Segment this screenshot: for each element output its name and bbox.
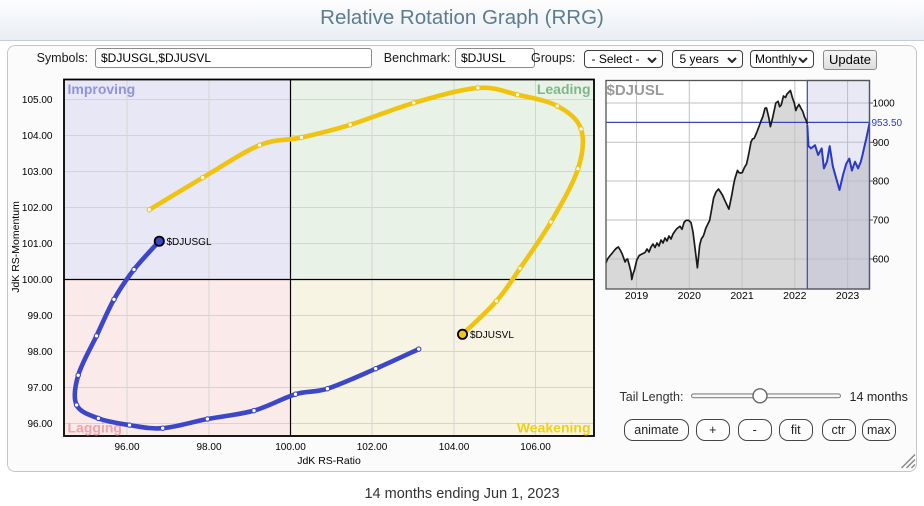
svg-text:96.00: 96.00 xyxy=(114,442,139,453)
svg-text:2022: 2022 xyxy=(783,290,807,302)
svg-text:Weakening: Weakening xyxy=(517,420,591,436)
svg-text:100.00: 100.00 xyxy=(22,275,53,286)
svg-text:600: 600 xyxy=(873,255,890,266)
svg-text:106.00: 106.00 xyxy=(520,442,551,453)
svg-text:96.00: 96.00 xyxy=(27,419,52,430)
svg-text:98.00: 98.00 xyxy=(196,442,221,453)
svg-text:104.00: 104.00 xyxy=(439,442,470,453)
svg-text:Leading: Leading xyxy=(537,81,591,97)
svg-text:953.50: 953.50 xyxy=(872,118,903,129)
svg-text:102.00: 102.00 xyxy=(22,203,53,214)
svg-text:$DJUSVL: $DJUSVL xyxy=(470,330,514,341)
svg-text:2023: 2023 xyxy=(836,290,860,302)
svg-text:2021: 2021 xyxy=(730,290,754,302)
svg-text:1000: 1000 xyxy=(873,99,896,110)
svg-text:$DJUSL: $DJUSL xyxy=(607,82,665,99)
svg-text:800: 800 xyxy=(873,177,890,188)
svg-text:2019: 2019 xyxy=(625,290,649,302)
svg-text:98.00: 98.00 xyxy=(27,347,52,358)
svg-text:97.00: 97.00 xyxy=(27,383,52,394)
svg-text:105.00: 105.00 xyxy=(22,95,53,106)
svg-text:Improving: Improving xyxy=(68,81,136,97)
svg-text:100.00: 100.00 xyxy=(275,442,306,453)
svg-text:JdK RS-Ratio: JdK RS-Ratio xyxy=(297,455,361,467)
svg-text:JdK RS-Momentum: JdK RS-Momentum xyxy=(10,201,22,293)
svg-text:101.00: 101.00 xyxy=(22,239,53,250)
svg-text:$DJUSGL: $DJUSGL xyxy=(167,237,212,248)
svg-text:99.00: 99.00 xyxy=(27,311,52,322)
svg-text:104.00: 104.00 xyxy=(22,131,53,142)
svg-text:103.00: 103.00 xyxy=(22,167,53,178)
svg-text:2020: 2020 xyxy=(678,290,702,302)
svg-text:700: 700 xyxy=(873,216,890,227)
svg-text:900: 900 xyxy=(873,138,890,149)
svg-text:102.00: 102.00 xyxy=(357,442,388,453)
